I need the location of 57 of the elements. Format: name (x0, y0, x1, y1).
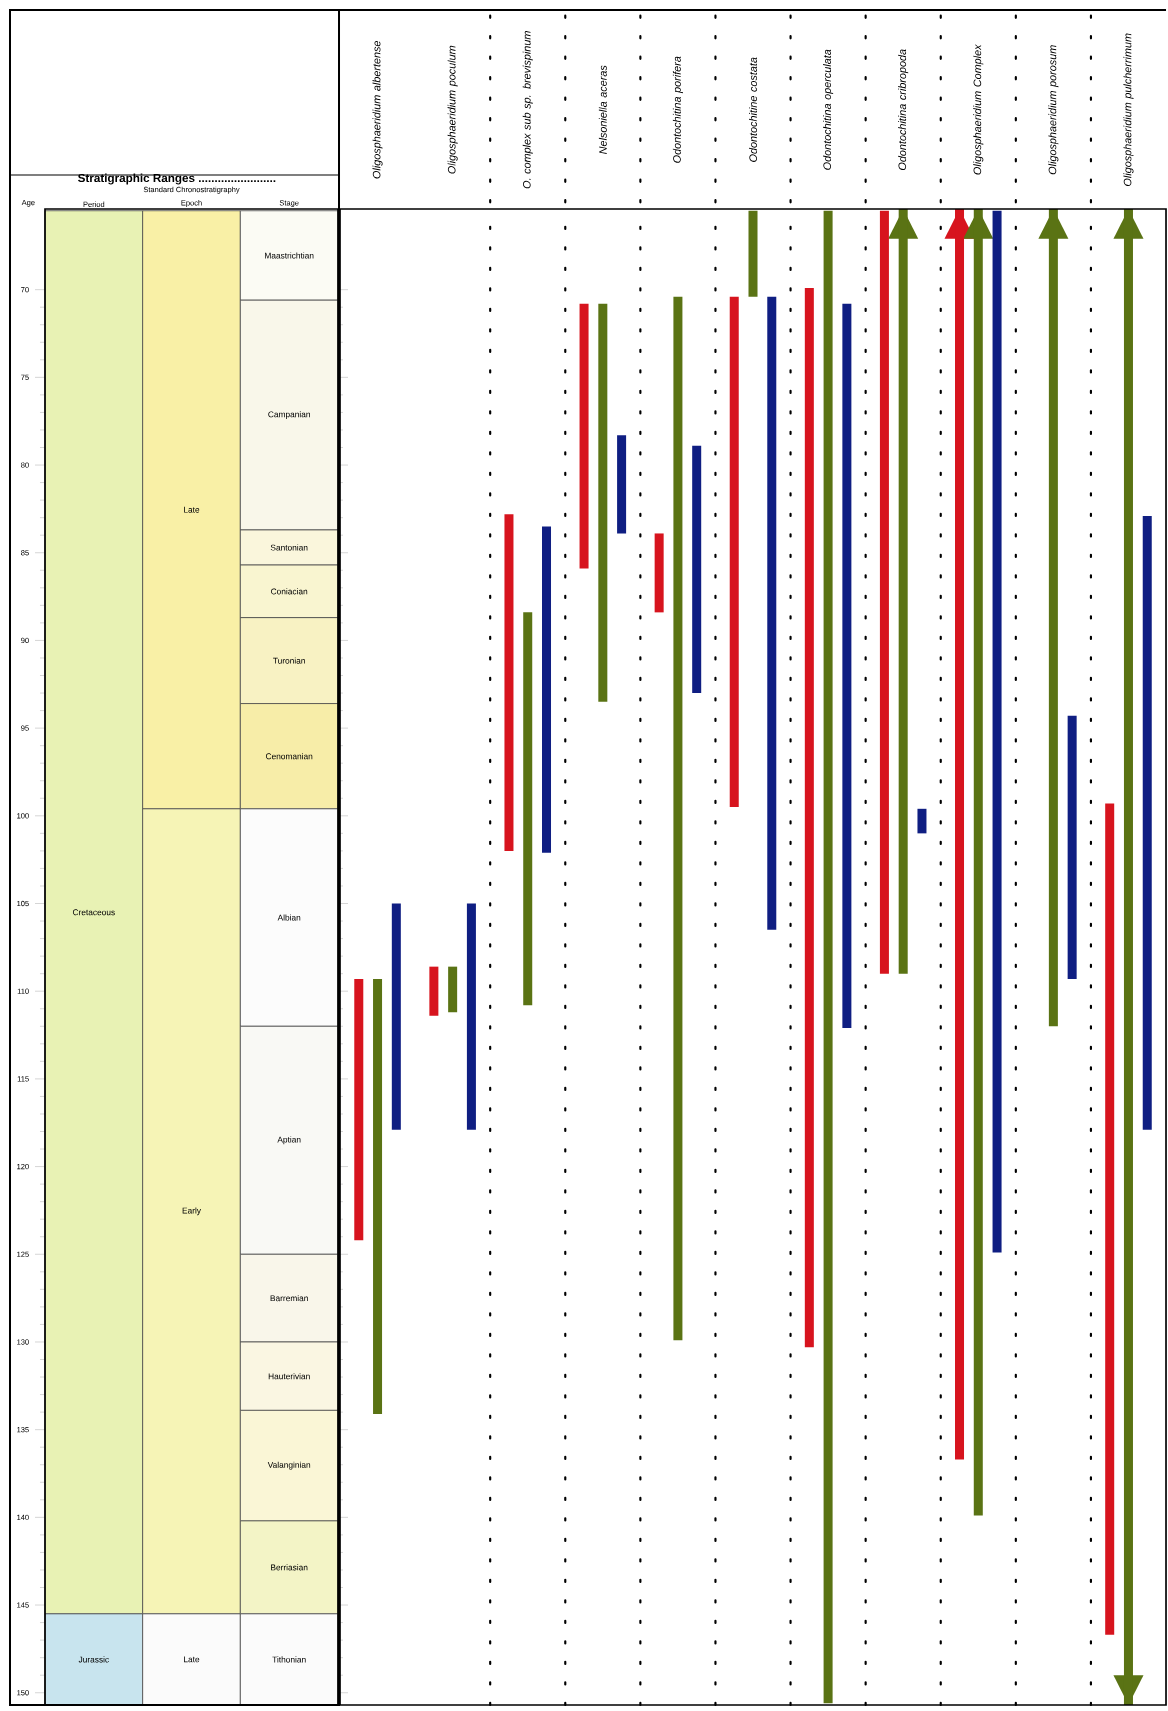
bar (767, 296, 777, 930)
x-tick-label: Odontochitina operculata (823, 49, 834, 170)
bar (992, 210, 1002, 1253)
x-tick-label: Nelsoniella aceras (598, 65, 607, 154)
bar (654, 533, 664, 613)
bar (617, 435, 627, 534)
bar (429, 966, 439, 1016)
series-label: Early (182, 1207, 201, 1216)
bar (1105, 803, 1115, 1635)
series-label: Barremian (270, 1295, 308, 1302)
series-label: Jurassic (78, 1656, 109, 1663)
bar (504, 514, 514, 851)
x-tick-label: O. complex sub sp. brevispinum (522, 31, 533, 189)
bar (448, 966, 458, 1013)
bar (879, 210, 889, 974)
bar (523, 612, 533, 1006)
bar (823, 210, 833, 1704)
bar (842, 303, 852, 1029)
bar (917, 808, 927, 834)
series-label: Coniacian (271, 588, 308, 595)
bar (748, 210, 758, 297)
bar (1067, 715, 1077, 979)
bar (542, 526, 552, 853)
series-label: Santonian (270, 544, 308, 551)
series-label: Albian (277, 914, 301, 921)
series-label: Campanian (268, 411, 310, 419)
x-tick-label: Oligosphaeridium albertense (372, 40, 383, 179)
bar (354, 978, 364, 1241)
x-tick-label: Odontochitine costata (749, 57, 757, 162)
series-label: Late (184, 506, 200, 513)
bar (466, 903, 476, 1130)
bar (1142, 515, 1152, 1130)
series-label: Late (184, 1656, 200, 1663)
series-label: Aptian (277, 1136, 301, 1145)
x-tick-label: Oligosphaeridium pulcherrimum (1123, 33, 1134, 186)
series-label: Turonian (273, 657, 305, 664)
x-tick-label: Oligosphaeridium porosum (1048, 45, 1059, 175)
bar (391, 903, 401, 1130)
x-tick-label: Oligosphaeridium Complex (973, 44, 984, 175)
bar (673, 296, 683, 1341)
series-label: Valanginian (267, 1461, 311, 1470)
series-label: Berriasian (271, 1564, 308, 1571)
bar (692, 445, 702, 694)
chart-title: Stratigraphic Ranges ........................ (78, 173, 276, 185)
series-label: Cenomanian (265, 753, 313, 760)
bar (579, 303, 589, 569)
x-tick-label: Odontochitina porifera (672, 56, 683, 163)
series-label: Cretaceous (72, 909, 115, 916)
bar (804, 287, 814, 1348)
bar (729, 296, 739, 808)
series-label: Maastrichtian (265, 252, 314, 259)
series-label: Tithonian (272, 1656, 306, 1663)
bar (598, 303, 608, 702)
series-label: Hauterivian (268, 1373, 310, 1380)
x-tick-label: Odontochitina cribropoda (898, 49, 909, 171)
x-tick-label: Oligosphaeridium poculum (447, 45, 458, 174)
bar (373, 978, 383, 1414)
